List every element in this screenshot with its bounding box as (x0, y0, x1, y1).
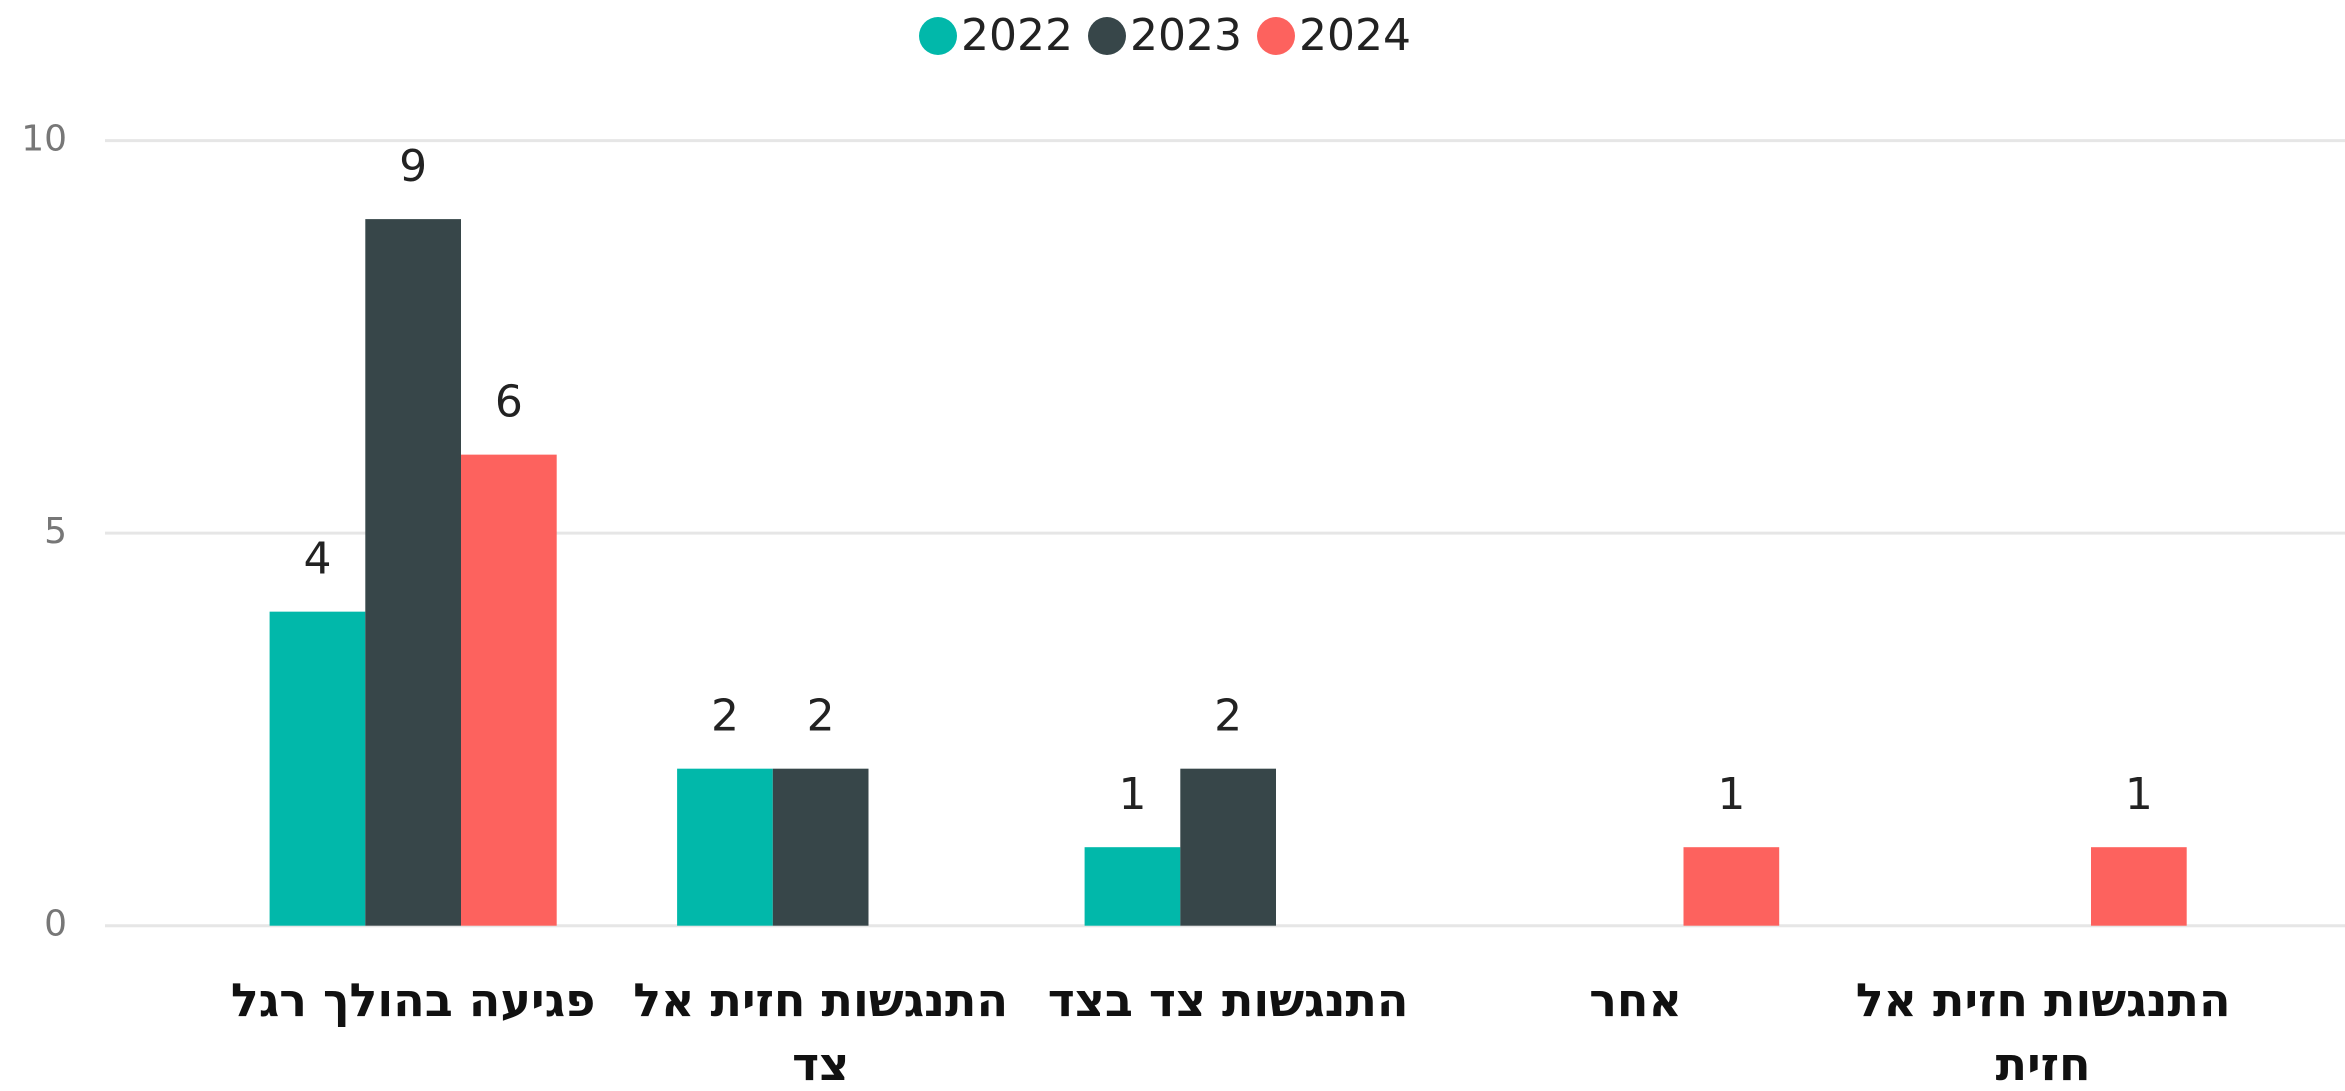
data-label: 1 (2125, 769, 2153, 820)
x-tick-label: התנגשות חזית אל חזית (1855, 973, 2231, 1091)
y-tick-label: 10 (21, 119, 67, 160)
bar (677, 768, 773, 926)
bar (1683, 847, 1780, 926)
bar (365, 219, 461, 926)
bar (1084, 847, 1181, 926)
bar (2091, 847, 2187, 926)
x-tick-label: התנגשות צד בצד (1047, 973, 1409, 1027)
data-label: 2 (1214, 691, 1242, 742)
data-label: 4 (303, 534, 331, 585)
data-label: 6 (495, 377, 523, 428)
bar (772, 768, 869, 926)
legend-label: 2022 (961, 10, 1073, 61)
legend-marker (1257, 17, 1295, 55)
bar (461, 454, 557, 926)
legend-label: 2023 (1130, 10, 1242, 61)
data-label: 1 (1118, 769, 1146, 820)
data-label: 1 (1717, 769, 1745, 820)
data-label: 2 (807, 691, 835, 742)
legend-marker (919, 17, 957, 55)
bar (1180, 768, 1276, 926)
bar (269, 611, 366, 926)
y-tick-label: 5 (44, 511, 67, 552)
y-tick-label: 0 (44, 904, 67, 945)
data-label: 9 (399, 141, 427, 192)
data-label: 2 (711, 691, 739, 742)
x-tick-label: פגיעה בהולך רגל (230, 973, 596, 1027)
x-tick-label: התנגשות חזית אל צד (633, 973, 1009, 1091)
legend-label: 2024 (1299, 10, 1411, 61)
legend-marker (1088, 17, 1126, 55)
x-tick-label: אחר (1589, 973, 1683, 1027)
